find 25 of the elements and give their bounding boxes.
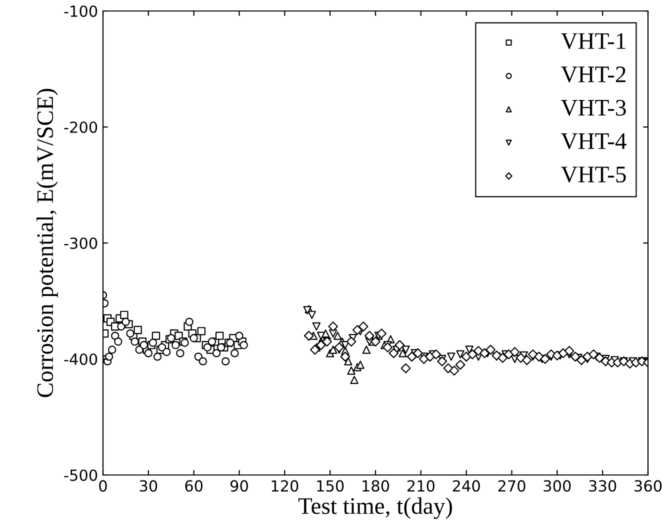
x-tick-label: 150 (317, 480, 344, 492)
y-tick-label: -400 (64, 353, 98, 366)
x-tick-label: 330 (589, 480, 616, 492)
x-tick-label: 0 (99, 480, 107, 492)
legend-label: VHT-4 (560, 133, 626, 150)
x-tick-label: 270 (498, 480, 526, 492)
x-tick-label: 360 (634, 480, 662, 492)
legend-label: VHT-5 (560, 166, 626, 183)
y-tick-label: -200 (64, 121, 98, 134)
x-axis-title: Test time, t(day) (298, 497, 452, 519)
x-tick-label: 210 (407, 480, 434, 492)
x-tick-label: 30 (140, 480, 158, 492)
x-tick-label: 180 (362, 480, 390, 492)
x-tick-label: 90 (230, 480, 248, 492)
y-tick-label: -300 (64, 237, 98, 250)
x-tick-label: 240 (452, 480, 480, 492)
legend-label: VHT-3 (560, 100, 626, 116)
legend-label: VHT-1 (560, 33, 626, 50)
y-axis-title: Corrosion potential, E(mV/SCE) (36, 88, 58, 398)
x-tick-label: 300 (544, 480, 571, 492)
x-tick-label: 120 (272, 480, 298, 492)
y-tick-label: -500 (64, 469, 98, 482)
legend-label: VHT-2 (560, 66, 626, 82)
y-tick-label: -100 (64, 5, 98, 18)
x-tick-label: 60 (185, 480, 203, 492)
